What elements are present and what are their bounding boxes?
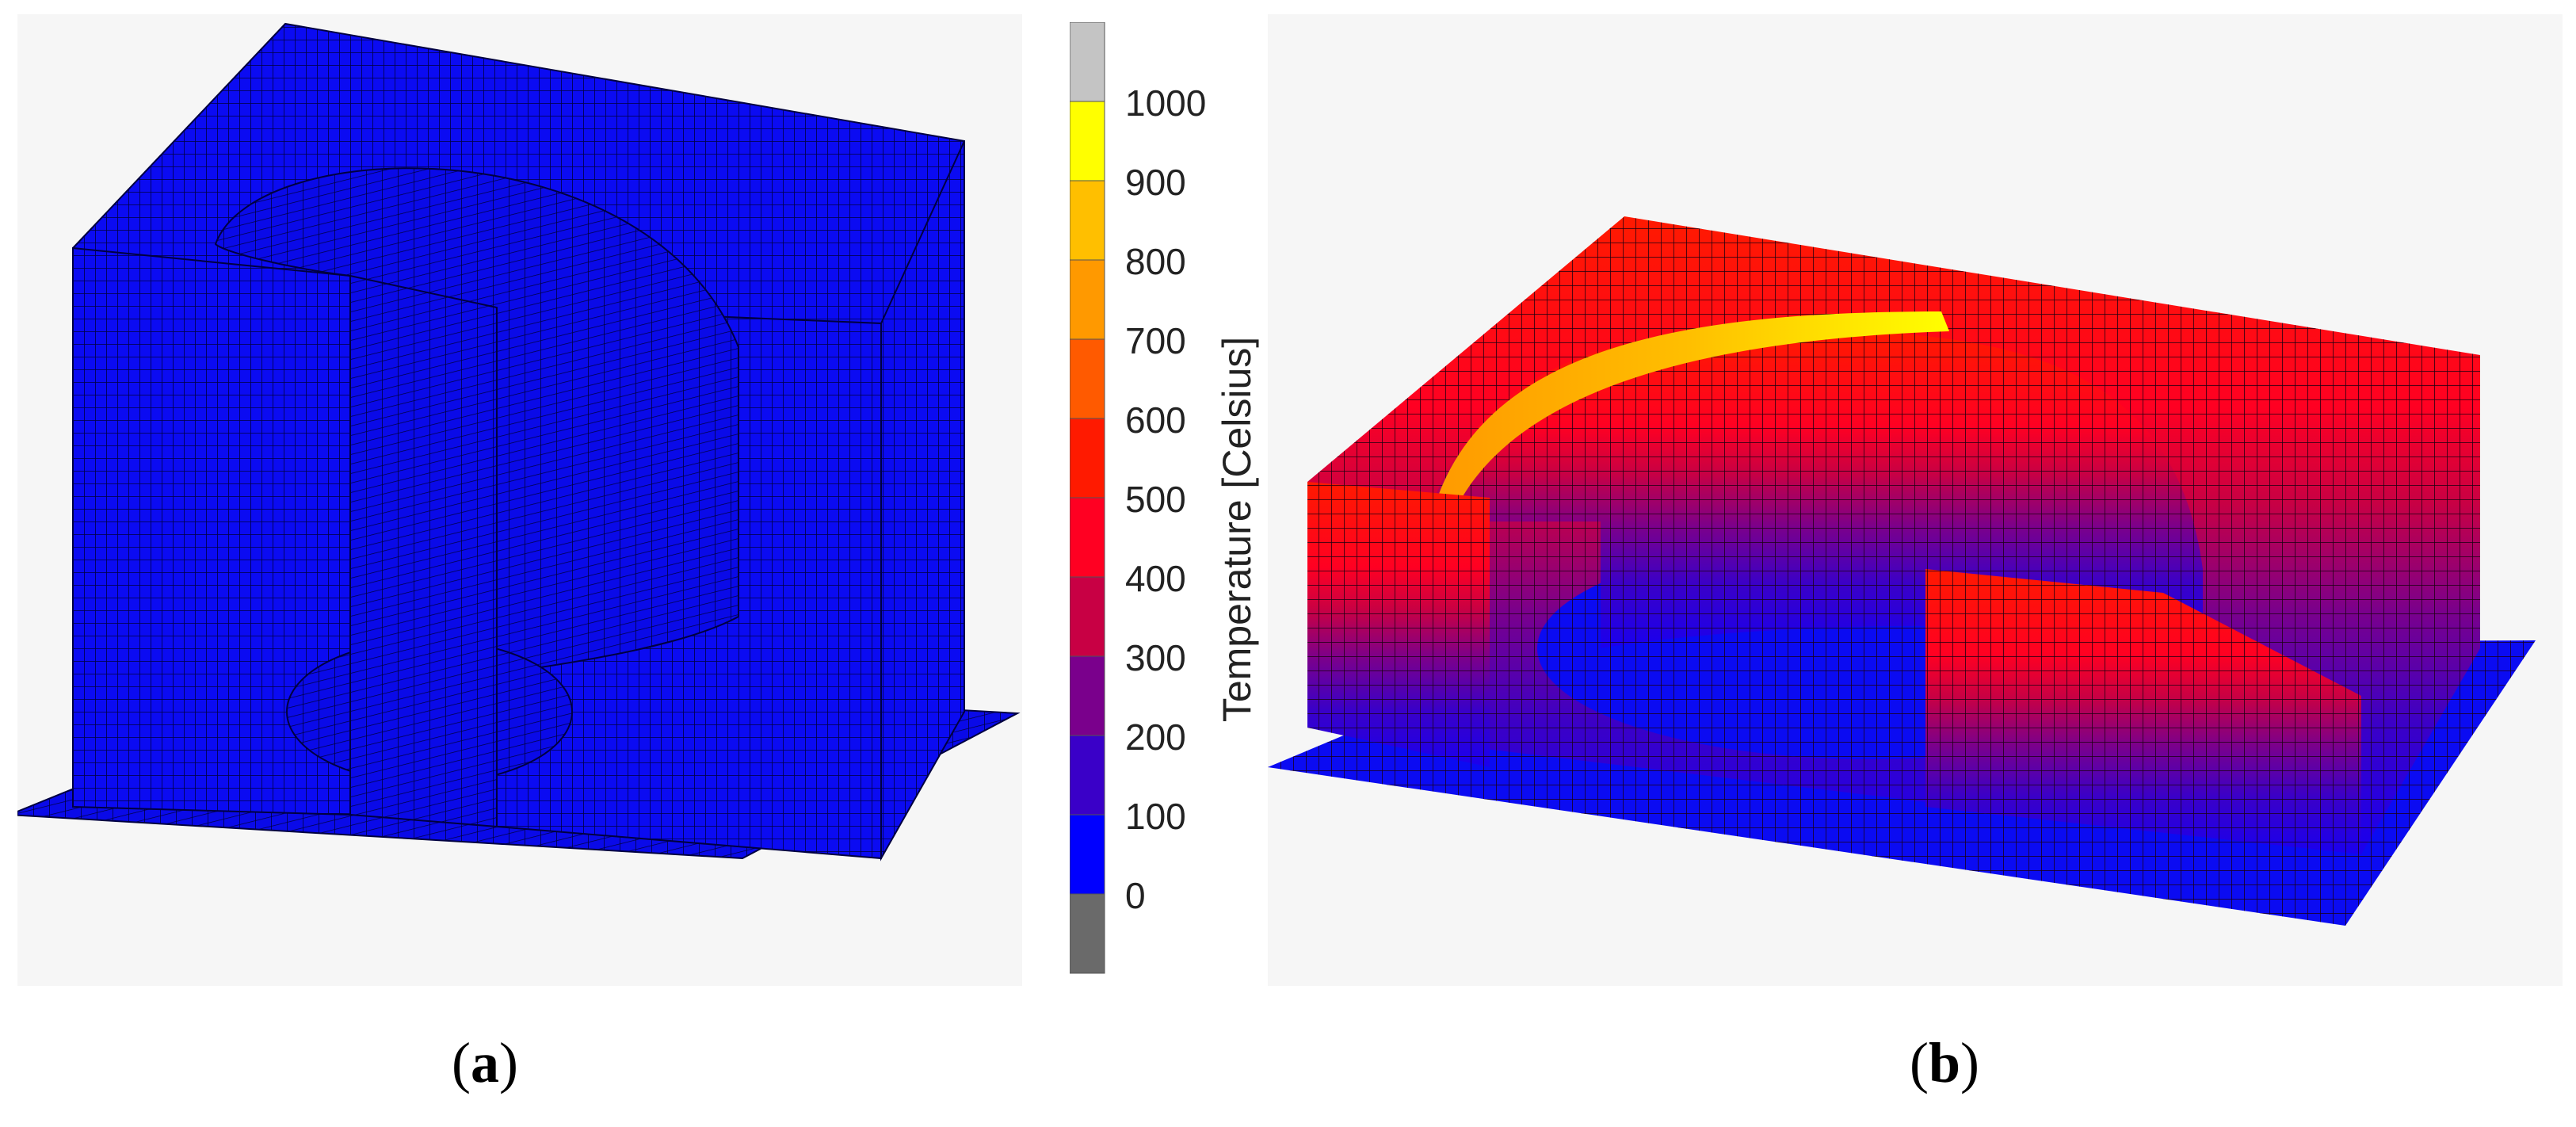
temperature-colorbar: 1000 900 800 700 600 500 400 300 200 100 0 Tempera… [1070, 22, 1260, 981]
colorbar-band [1070, 180, 1105, 261]
colorbar-band [1070, 814, 1105, 895]
colorbar-tick-label: 200 [1125, 716, 1186, 758]
colorbar-band [1070, 22, 1105, 102]
front-opening [349, 274, 498, 828]
colorbar-band [1070, 576, 1105, 657]
colorbar-tick-label: 300 [1125, 637, 1186, 678]
heated-mesh-drawing [1268, 216, 2536, 926]
right-side-wall [880, 140, 965, 861]
colorbar-tick-label: 100 [1125, 796, 1186, 837]
colorbar-tick-label: 600 [1125, 399, 1186, 441]
cold-mesh-drawing [17, 22, 1021, 861]
colorbar-tick-label: 400 [1125, 558, 1186, 599]
colorbar-band [1070, 418, 1105, 499]
colorbar-band [1070, 735, 1105, 816]
caption-a: (a) [452, 1031, 518, 1095]
colorbar-tick-label: 800 [1125, 241, 1186, 282]
colorbar-tick-label: 500 [1125, 479, 1186, 520]
colorbar-tick-label: 1000 [1125, 82, 1206, 124]
panel-b-heated-model [1268, 14, 2563, 986]
colorbar-band [1070, 497, 1105, 578]
caption-b: (b) [1910, 1031, 1980, 1095]
colorbar-band [1070, 655, 1105, 736]
colorbar-band [1070, 338, 1105, 419]
hot-arc [1430, 311, 1949, 521]
panel-a-cold-mesh-model [17, 14, 1022, 986]
colorbar-title: Temperature [Celsius] [1215, 337, 1259, 722]
colorbar-band [1070, 101, 1105, 181]
colorbar-tick-label: 700 [1125, 320, 1186, 361]
colorbar-tick-label: 900 [1125, 162, 1186, 203]
colorbar-band [1070, 259, 1105, 340]
colorbar-band [1070, 893, 1105, 974]
colorbar-tick-label: 0 [1125, 875, 1146, 916]
